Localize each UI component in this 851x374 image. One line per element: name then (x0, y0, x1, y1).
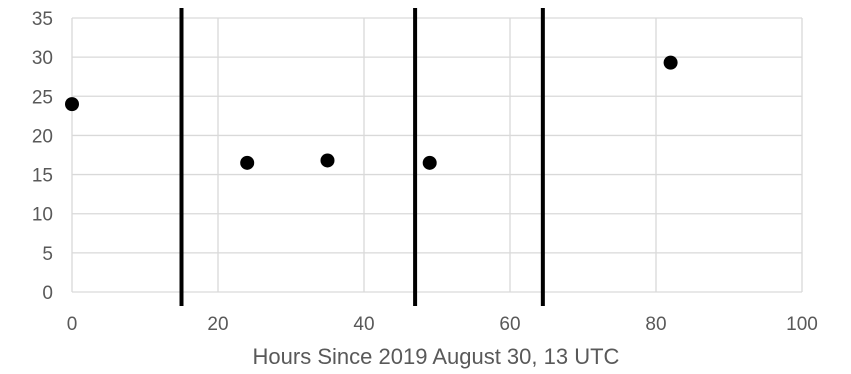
data-points (65, 55, 678, 170)
x-tick-label-20: 20 (207, 314, 228, 335)
x-tick-label-0: 0 (67, 314, 78, 335)
x-tick-label-100: 100 (786, 314, 818, 335)
data-point-4 (422, 155, 437, 170)
x-tick-label-80: 80 (645, 314, 666, 335)
y-tick-label-5: 5 (42, 244, 53, 265)
y-tick-label-30: 30 (32, 48, 53, 69)
y-tick-label-35: 35 (32, 9, 53, 30)
data-point-5 (663, 55, 678, 70)
x-tick-label-40: 40 (353, 314, 374, 335)
y-tick-label-25: 25 (32, 87, 53, 108)
data-point-3 (320, 153, 335, 168)
y-axis-ticks: 0 5 10 15 20 25 30 35 (32, 9, 53, 304)
data-point-2 (240, 155, 255, 170)
gridlines (71, 17, 803, 293)
data-point-1 (65, 97, 79, 112)
y-tick-label-0: 0 (42, 283, 53, 304)
x-axis-title: Hours Since 2019 August 30, 13 UTC (253, 344, 620, 369)
vertical-markers (179, 8, 545, 306)
x-axis-ticks: 0 20 40 60 80 100 (67, 314, 818, 335)
y-tick-label-20: 20 (32, 126, 53, 147)
x-tick-label-60: 60 (499, 314, 520, 335)
y-tick-label-10: 10 (32, 205, 53, 226)
y-tick-label-15: 15 (32, 166, 53, 187)
